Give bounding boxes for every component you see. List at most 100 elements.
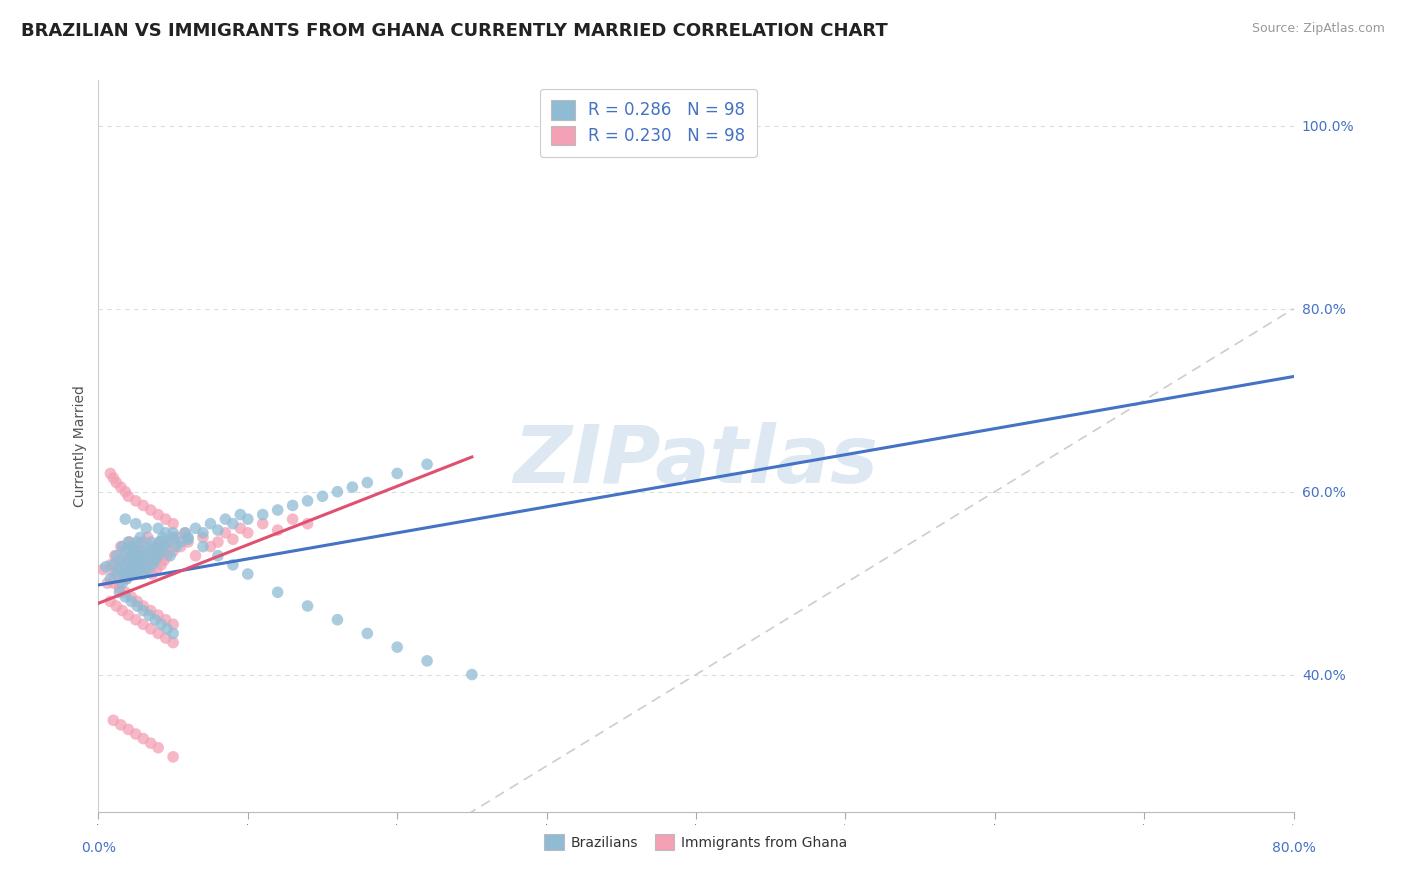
Point	[114, 544, 136, 558]
Point	[148, 521, 170, 535]
Point	[165, 530, 187, 544]
Point	[297, 516, 319, 531]
Point	[162, 635, 184, 649]
Point	[152, 530, 174, 544]
Point	[129, 567, 152, 582]
Legend: Brazilians, Immigrants from Ghana: Brazilians, Immigrants from Ghana	[538, 829, 853, 856]
Point	[222, 533, 245, 547]
Point	[145, 540, 167, 554]
Point	[236, 567, 259, 582]
Point	[114, 585, 136, 599]
Point	[281, 499, 304, 513]
Point	[236, 525, 259, 540]
Point	[148, 740, 170, 755]
Point	[124, 558, 146, 572]
Point	[103, 558, 125, 572]
Point	[156, 549, 179, 563]
Point	[110, 718, 132, 732]
Point	[162, 626, 184, 640]
Point	[134, 562, 156, 576]
Point	[125, 540, 148, 554]
Point	[148, 508, 170, 522]
Point	[94, 559, 117, 574]
Point	[342, 480, 364, 494]
Point	[115, 572, 138, 586]
Point	[200, 516, 222, 531]
Point	[252, 508, 274, 522]
Point	[98, 558, 122, 572]
Point	[148, 626, 170, 640]
Point	[139, 604, 162, 618]
Point	[132, 599, 155, 613]
Point	[177, 533, 200, 547]
Point	[120, 562, 142, 576]
Point	[98, 467, 122, 481]
Point	[174, 525, 197, 540]
Point	[139, 535, 162, 549]
Point	[105, 475, 128, 490]
Point	[162, 617, 184, 632]
Point	[103, 471, 125, 485]
Point	[120, 590, 142, 604]
Point	[114, 590, 136, 604]
Point	[155, 540, 177, 554]
Point	[128, 562, 150, 576]
Point	[132, 567, 155, 582]
Point	[267, 503, 290, 517]
Point	[136, 562, 159, 576]
Point	[252, 516, 274, 531]
Point	[356, 475, 378, 490]
Point	[138, 608, 160, 623]
Point	[120, 567, 142, 582]
Point	[121, 549, 143, 563]
Point	[111, 576, 134, 591]
Point	[174, 525, 197, 540]
Point	[125, 727, 148, 741]
Point	[148, 608, 170, 623]
Point	[124, 567, 146, 582]
Point	[162, 544, 184, 558]
Point	[98, 594, 122, 608]
Point	[191, 530, 214, 544]
Point	[162, 525, 184, 540]
Point	[110, 540, 132, 554]
Point	[120, 594, 142, 608]
Point	[150, 617, 173, 632]
Point	[177, 535, 200, 549]
Point	[117, 553, 139, 567]
Point	[105, 599, 128, 613]
Point	[124, 544, 146, 558]
Point	[103, 576, 125, 591]
Text: 80.0%: 80.0%	[1271, 841, 1316, 855]
Point	[105, 562, 128, 576]
Point	[155, 631, 177, 645]
Point	[297, 494, 319, 508]
Point	[107, 553, 129, 567]
Point	[153, 540, 176, 554]
Point	[416, 458, 439, 472]
Point	[125, 613, 148, 627]
Point	[385, 640, 409, 655]
Point	[162, 516, 184, 531]
Point	[132, 535, 155, 549]
Point	[132, 617, 155, 632]
Point	[131, 553, 153, 567]
Point	[156, 535, 179, 549]
Point	[214, 525, 236, 540]
Point	[108, 581, 131, 595]
Point	[135, 540, 157, 554]
Point	[118, 562, 141, 576]
Point	[132, 731, 155, 746]
Point	[267, 523, 290, 537]
Point	[148, 549, 170, 563]
Text: ZIPatlas: ZIPatlas	[513, 422, 879, 500]
Point	[135, 521, 157, 535]
Point	[143, 540, 166, 554]
Point	[139, 503, 162, 517]
Point	[114, 558, 136, 572]
Point	[139, 544, 162, 558]
Point	[142, 544, 165, 558]
Point	[141, 567, 163, 582]
Point	[145, 562, 167, 576]
Point	[207, 535, 229, 549]
